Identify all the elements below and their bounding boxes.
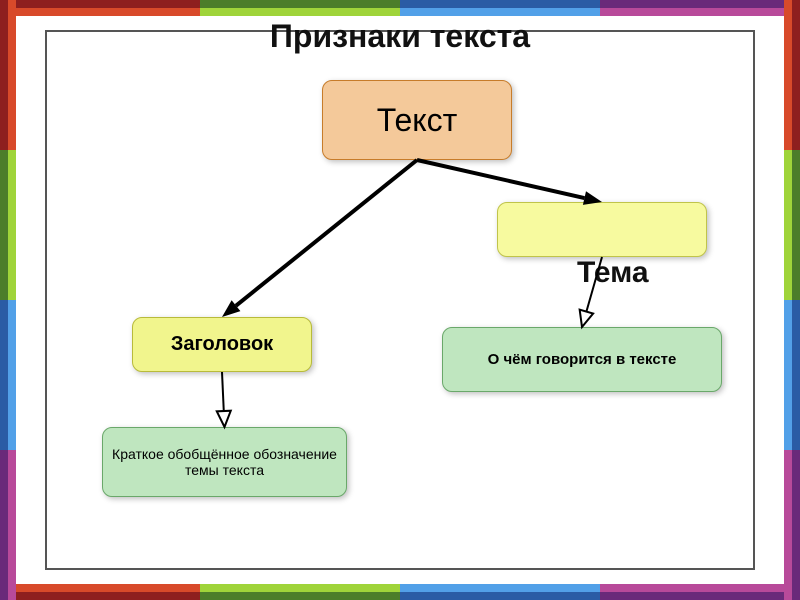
border-stripe (0, 584, 800, 592)
border-stripe (0, 0, 800, 8)
node-root-label: Текст (377, 102, 458, 139)
node-heading-desc-label: Краткое обобщённое обозначение темы текс… (109, 446, 340, 478)
node-heading-desc: Краткое обобщённое обозначение темы текс… (102, 427, 347, 497)
diagram-title: Признаки текста (47, 18, 753, 55)
node-heading: Заголовок (132, 317, 312, 372)
node-theme-desc-label: О чём говорится в тексте (488, 351, 677, 368)
border-stripe (8, 0, 16, 600)
border-stripe (792, 0, 800, 600)
node-heading-label: Заголовок (171, 333, 273, 356)
node-theme-desc: О чём говорится в тексте (442, 327, 722, 392)
diagram-frame: Признаки текста Текст Заголовок Краткое … (45, 30, 755, 570)
node-theme (497, 202, 707, 257)
border-stripe (0, 8, 800, 16)
theme-outside-label: Тема (577, 256, 649, 290)
border-stripe (784, 0, 792, 600)
border-stripe (0, 0, 8, 600)
border-stripe (0, 592, 800, 600)
node-root: Текст (322, 80, 512, 160)
